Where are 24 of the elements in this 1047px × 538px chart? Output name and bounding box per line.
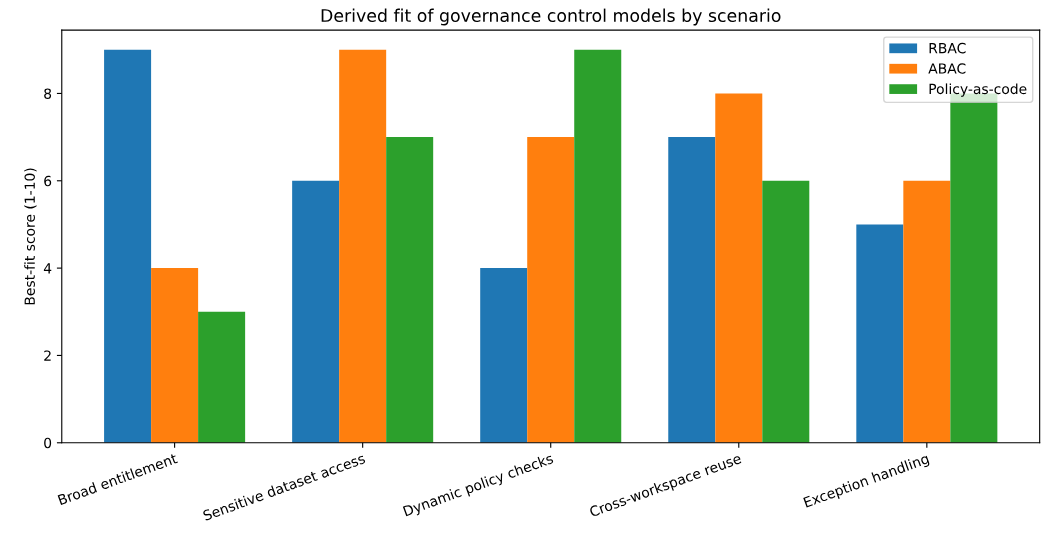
legend-label: RBAC <box>929 42 966 54</box>
bar <box>480 268 528 443</box>
bar <box>527 137 575 443</box>
y-tick-label: 6 <box>44 175 52 187</box>
chart-title: Derived fit of governance control models by scenario <box>321 8 781 26</box>
bar <box>668 137 716 443</box>
bar <box>574 49 622 443</box>
y-tick-label: 8 <box>44 88 52 99</box>
bar <box>104 49 152 443</box>
y-tick-label: 0 <box>44 437 52 449</box>
y-tick-label: 2 <box>44 350 51 361</box>
bar <box>903 180 951 443</box>
legend-label: ABAC <box>928 63 966 74</box>
bar <box>762 180 810 443</box>
y-axis-title: Best-fit score (1-10) <box>24 168 37 305</box>
legend-label: Policy-as-code <box>929 83 1027 97</box>
bar <box>198 311 246 443</box>
bar <box>715 93 763 443</box>
bar <box>856 224 904 443</box>
bar <box>339 49 387 443</box>
bar <box>292 180 340 443</box>
bar <box>386 137 434 443</box>
bar <box>151 268 199 443</box>
y-tick-label: 4 <box>43 263 52 274</box>
